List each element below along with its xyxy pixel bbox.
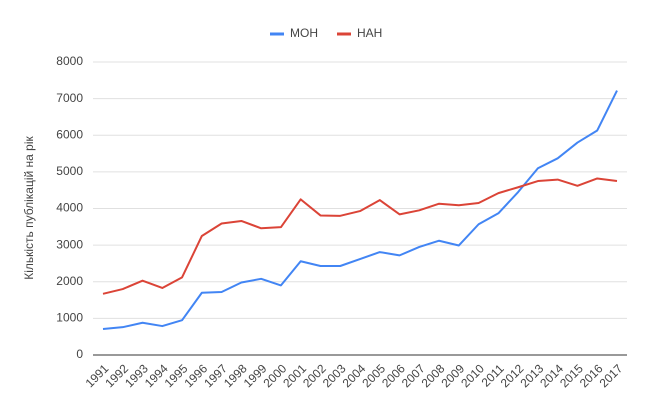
series-line [102,90,618,330]
series-line [102,177,618,295]
y-tick-label: 0 [76,347,83,361]
legend-label: НАН [357,26,382,40]
y-tick-label: 3000 [56,237,83,251]
x-tick-label: 2017 [597,361,626,390]
y-axis-label: Кількість публікацій на рік [22,135,36,279]
y-tick-label: 4000 [56,201,83,215]
y-tick-label: 7000 [56,91,83,105]
y-tick-label: 8000 [56,54,83,68]
y-tick-label: 5000 [56,164,83,178]
legend-label: МОН [290,26,318,40]
y-tick-label: 2000 [56,274,83,288]
y-tick-label: 6000 [56,127,83,141]
y-tick-label: 1000 [56,311,83,325]
